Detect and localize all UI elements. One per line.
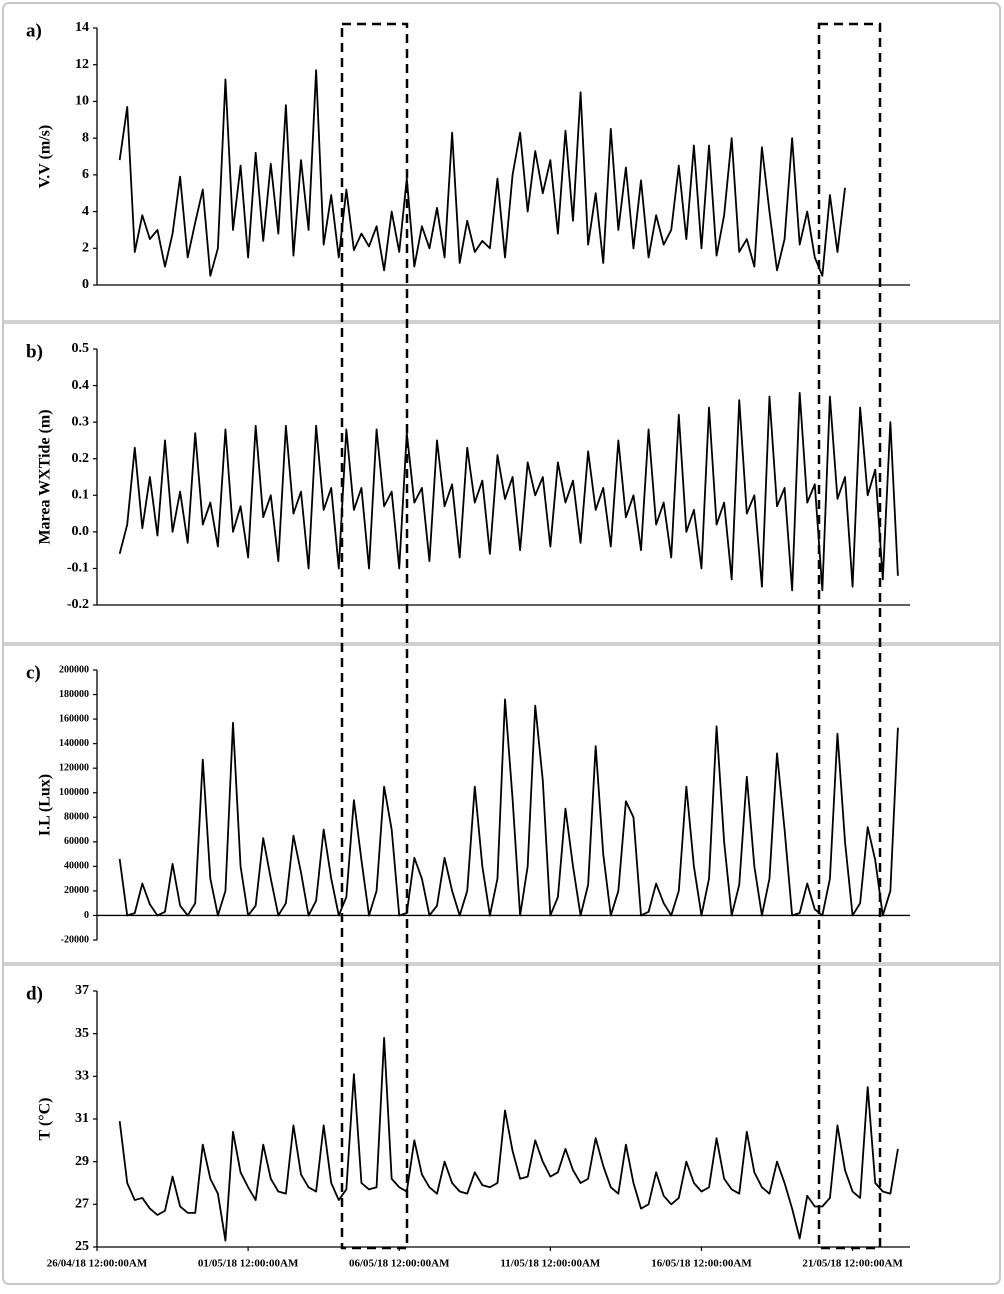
y-tick-label: 60000 [64, 836, 89, 847]
y-axis-title: I.L (Lux) [37, 774, 54, 836]
y-tick-label: 25 [75, 1239, 89, 1254]
y-tick-label: 27 [75, 1197, 89, 1212]
y-tick-label: 140000 [59, 738, 89, 749]
x-tick-label: 01/05/18 12:00:00AM [198, 1258, 299, 1270]
y-tick-label: 8 [82, 130, 89, 145]
y-tick-label: 33 [75, 1069, 89, 1084]
y-tick-label: 14 [75, 20, 89, 35]
y-tick-label: 180000 [59, 689, 89, 700]
y-tick-label: 37 [75, 983, 89, 998]
y-tick-label: 0.4 [72, 378, 90, 393]
y-tick-label: 120000 [59, 762, 89, 773]
x-tick-label: 21/05/18 12:00:00AM [802, 1258, 903, 1270]
y-tick-label: 200000 [59, 664, 89, 675]
y-tick-label: 80000 [64, 812, 89, 823]
y-tick-label: 4 [82, 204, 89, 219]
y-tick-label: 0 [84, 910, 89, 921]
panel-label: a) [26, 20, 42, 41]
y-tick-label: 0.3 [72, 414, 90, 429]
data-line [118, 69, 846, 277]
y-axis-title: V.V (m/s) [37, 125, 54, 188]
x-tick-label: 16/05/18 12:00:00AM [651, 1258, 752, 1270]
y-tick-label: -0.2 [67, 597, 89, 612]
y-tick-label: 6 [82, 167, 89, 182]
y-tick-label: 0.0 [72, 524, 90, 539]
y-tick-label: -20000 [61, 934, 89, 945]
panel-label: c) [26, 662, 41, 683]
data-line [118, 391, 899, 592]
y-tick-label: 40000 [64, 861, 89, 872]
highlight-box [340, 22, 409, 1250]
data-line [118, 1037, 899, 1242]
y-tick-label: 0.2 [72, 451, 90, 466]
y-tick-label: 100000 [59, 787, 89, 798]
y-tick-label: 12 [75, 57, 89, 72]
y-tick-label: 0.1 [72, 488, 90, 503]
y-tick-label: 2 [82, 241, 89, 256]
y-tick-label: 0 [82, 277, 89, 292]
y-tick-label: 10 [75, 94, 89, 109]
y-tick-label: 20000 [64, 885, 89, 896]
highlight-box [817, 22, 882, 1250]
y-tick-label: 31 [75, 1111, 89, 1126]
y-tick-label: 29 [75, 1154, 89, 1169]
y-tick-label: 160000 [59, 713, 89, 724]
y-tick-label: 0.5 [72, 341, 90, 356]
panel-label: d) [26, 983, 43, 1004]
y-tick-label: -0.1 [67, 561, 89, 576]
y-axis-title: Marea WXTide (m) [37, 409, 54, 544]
x-tick-label: 06/05/18 12:00:00AM [349, 1258, 450, 1270]
x-tick-label: 11/05/18 12:00:00AM [500, 1258, 601, 1270]
y-tick-label: 35 [75, 1026, 89, 1041]
x-tick-label: 26/04/18 12:00:00AM [47, 1258, 148, 1270]
y-axis-title: T (°C) [37, 1098, 54, 1141]
data-line [118, 698, 899, 917]
panel-label: b) [26, 341, 43, 362]
